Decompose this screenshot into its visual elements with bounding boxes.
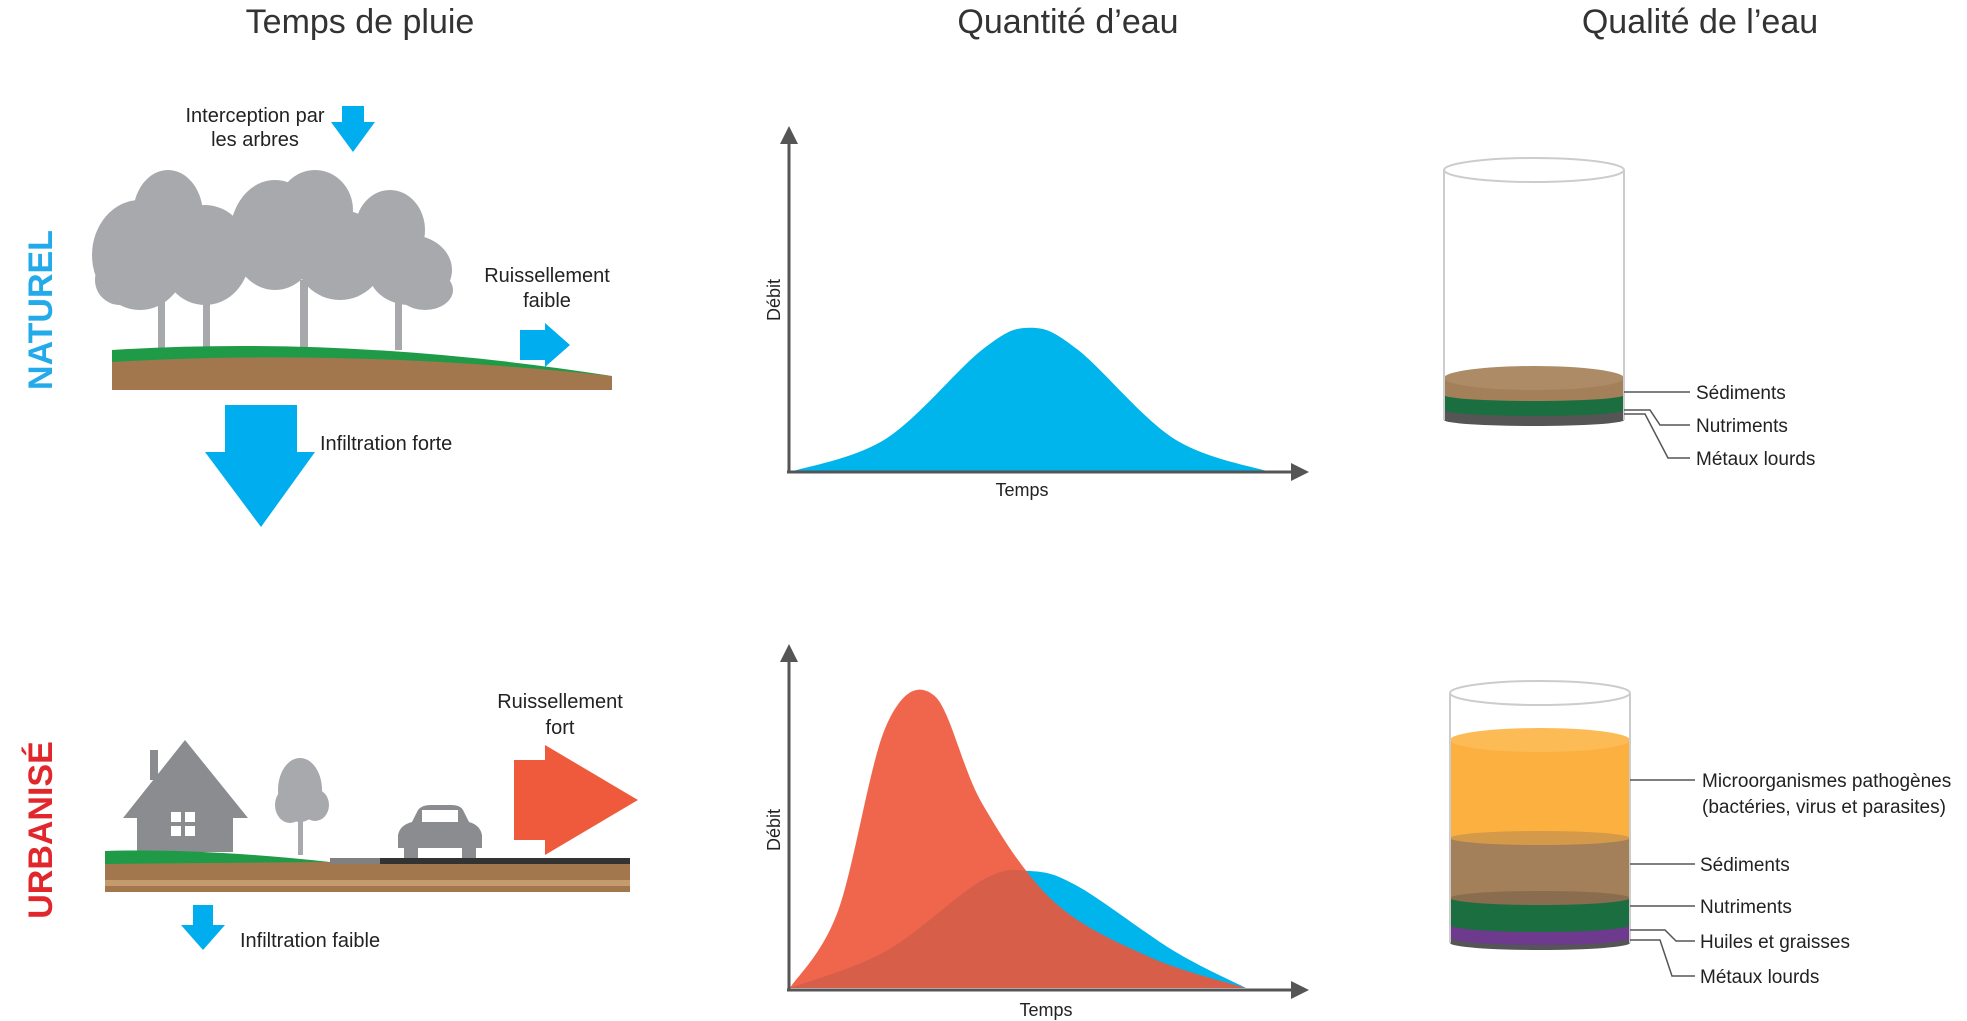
urban-scene: Ruissellement fort Infiltration faible <box>105 691 638 952</box>
urban-quality-label-metals: Métaux lourds <box>1700 967 1819 988</box>
urban-quality-label-sediments: Sédiments <box>1700 855 1790 876</box>
natural-runoff-line2: faible <box>523 290 571 312</box>
interception-label-line2: les arbres <box>211 129 299 151</box>
natural-soil <box>112 350 612 390</box>
glass-rim <box>1449 680 1631 706</box>
natural-quality-label-sediments: Sédiments <box>1696 383 1786 404</box>
urban-road <box>380 858 630 864</box>
urban-quality-label-oils: Huiles et graisses <box>1700 932 1850 953</box>
natural-quality-label-nutrients: Nutriments <box>1696 416 1788 437</box>
urban-grass <box>105 850 330 864</box>
urban-infiltration-label: Infiltration faible <box>240 930 380 952</box>
house-icon <box>123 740 248 852</box>
urban-runoff-line1: Ruissellement <box>497 691 623 713</box>
natural-grass <box>112 345 612 376</box>
interception-arrow-icon <box>331 106 375 152</box>
glass-sediment-layer <box>1450 838 1630 898</box>
column-title-rain: Temps de pluie <box>246 3 475 41</box>
natural-flow-area <box>790 327 1270 472</box>
urban-quality-label-nutrients: Nutriments <box>1700 897 1792 918</box>
urban-quality-label-pathogens-2: (bactéries, virus et parasites) <box>1702 797 1946 818</box>
urban-runoff-line2: fort <box>546 717 575 739</box>
row-label-urban: URBANISÉ <box>22 741 60 919</box>
urban-soil-light <box>105 880 630 886</box>
car-icon <box>398 805 482 858</box>
small-tree-icon <box>275 758 329 855</box>
natural-quality-label-metals: Métaux lourds <box>1696 449 1815 470</box>
urban-infiltration-arrow-icon <box>181 905 225 950</box>
glass-pathogen-layer <box>1450 740 1630 838</box>
x-axis-label: Temps <box>1019 1000 1072 1020</box>
urban-sidewalk <box>330 858 380 864</box>
urban-soil <box>105 862 630 892</box>
natural-infiltration-arrow-icon <box>205 405 315 527</box>
urban-quality-label-pathogens-1: Microorganismes pathogènes <box>1702 771 1951 792</box>
trees-icon <box>92 170 453 350</box>
glass-rim <box>1443 157 1625 183</box>
natural-scene: Interception par les arbres Ruissellemen… <box>92 105 612 527</box>
urban-flow-area <box>790 689 1246 988</box>
x-axis-label: Temps <box>995 480 1048 500</box>
column-title-quality: Qualité de l’eau <box>1582 3 1818 41</box>
y-axis-label: Débit <box>764 279 784 321</box>
row-label-natural: NATUREL <box>22 230 60 390</box>
interception-label-line1: Interception par <box>186 105 325 127</box>
flow-chart-natural: Débit Temps <box>764 126 1309 500</box>
natural-runoff-line1: Ruissellement <box>484 265 610 287</box>
water-glass-natural: Sédiments Nutriments Métaux lourds <box>1443 157 1815 470</box>
y-axis-label: Débit <box>764 809 784 851</box>
water-glass-urban: Microorganismes pathogènes (bactéries, v… <box>1449 680 1951 988</box>
natural-runoff-arrow-icon <box>520 323 570 367</box>
flow-chart-urban: Débit Temps <box>764 644 1309 1020</box>
urban-runoff-arrow-icon <box>514 745 638 855</box>
natural-infiltration-label: Infiltration forte <box>320 433 452 455</box>
column-title-quantity: Quantité d’eau <box>957 3 1178 41</box>
